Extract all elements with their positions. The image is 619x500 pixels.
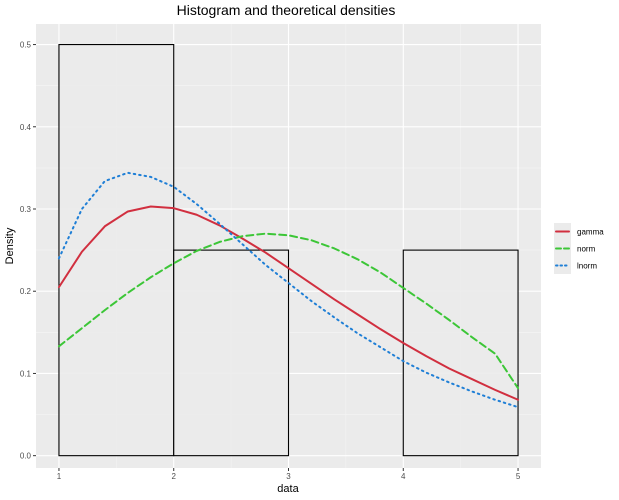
y-tick-label: 0.2 [20,287,32,296]
x-tick-label: 2 [172,472,177,481]
legend-label-gamma: gamma [577,228,604,237]
density-curves [57,171,520,409]
y-tick-label: 0.3 [20,205,32,214]
legend-key-bg [554,240,571,257]
histogram-bars [58,44,519,457]
x-axis-title: data [277,483,299,495]
gamma-density-curve [57,205,520,401]
y-tick-label: 0.4 [20,123,32,132]
x-tick-label: 4 [401,472,406,481]
y-tick-label: 0.5 [20,41,32,50]
norm-density-curve [57,232,520,390]
x-tick-label: 1 [57,472,62,481]
x-axis: 1 2 3 4 5 [57,468,521,481]
chart-title: Histogram and theoretical densities [177,2,396,18]
y-tick-label: 0.0 [20,452,32,461]
legend: gamma norm lnorm [554,223,604,274]
x-tick-label: 5 [516,472,521,481]
x-tick-label: 3 [286,472,291,481]
histogram-bar [173,249,290,457]
histogram-bar [58,44,175,457]
y-axis-title: Density [4,227,16,264]
lnorm-density-curve [57,171,520,409]
y-tick-label: 0.1 [20,369,32,378]
legend-label-lnorm: lnorm [577,262,597,271]
legend-label-norm: norm [577,245,596,254]
y-axis: 0.0 0.1 0.2 0.3 0.4 0.5 [20,41,36,461]
